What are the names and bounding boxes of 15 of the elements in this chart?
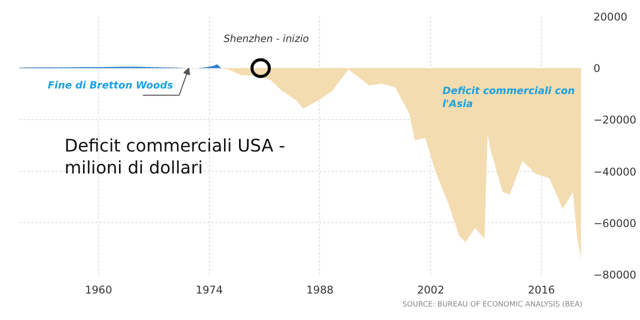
y-tick-label: 0 (594, 62, 600, 76)
x-tick-label: 1960 (85, 284, 112, 296)
text: Deficit commerciali USA - milioni di dollari (64, 136, 286, 178)
x-tick-label: 1974 (196, 284, 224, 296)
y-tick-label: −80000 (594, 268, 637, 282)
x-tick-label: 1988 (306, 284, 334, 296)
annotation: Deficit commerciali con l'Asia (442, 86, 575, 110)
y-tick-label: 20000 (594, 10, 628, 24)
x-tick-label: 2002 (417, 284, 444, 296)
y-tick-label: −20000 (594, 114, 637, 127)
x-tick-label: 2016 (528, 284, 556, 296)
annotation: Fine di Bretton Woods (48, 80, 174, 92)
y-tick-label: −60000 (594, 216, 637, 230)
annotation: Shenzhen - inizio (224, 34, 309, 46)
y-tick-label: −40000 (594, 165, 637, 178)
